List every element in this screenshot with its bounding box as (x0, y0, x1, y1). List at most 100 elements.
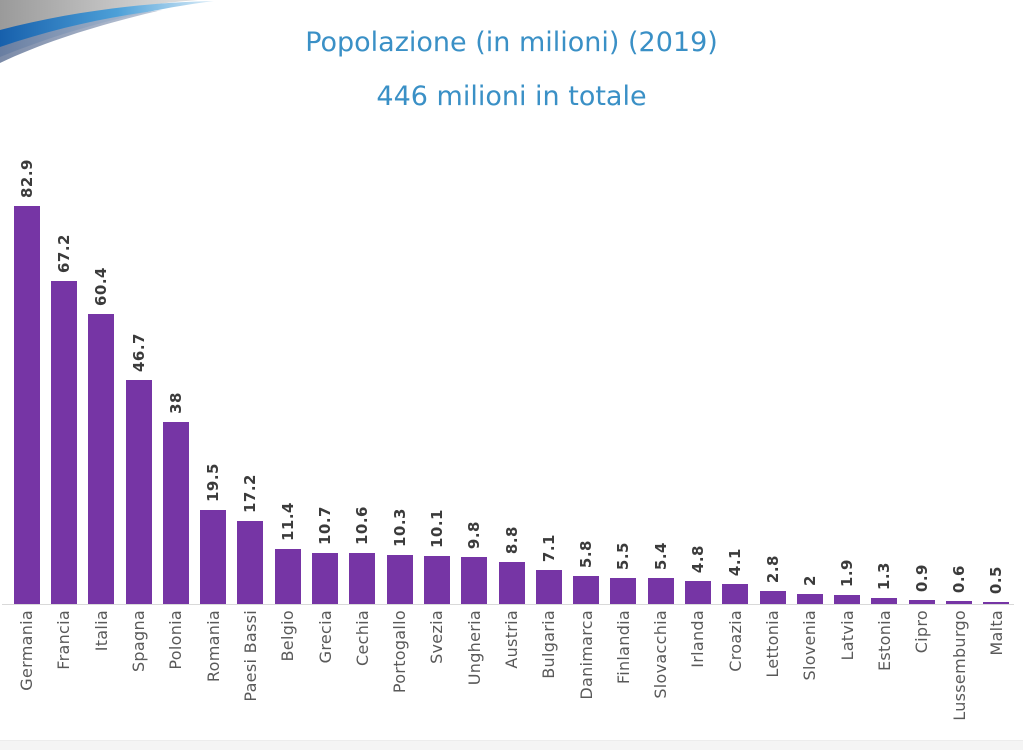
bar-spagna (125, 380, 152, 604)
value-label: 10.3 (390, 507, 409, 547)
category-label: Germania (17, 610, 37, 691)
category-label: Spagna (129, 610, 149, 673)
bar-slot: 38 (157, 150, 194, 604)
bar-germania (13, 206, 40, 604)
value-label: 67.2 (54, 233, 73, 273)
category-slot: Polonia (157, 610, 194, 738)
bar-grecia (312, 553, 339, 604)
value-label: 1.3 (875, 561, 894, 590)
bar-paesi-bassi (237, 521, 264, 604)
value-label: 46.7 (129, 332, 148, 372)
category-slot: Cipro (903, 610, 940, 738)
bar-slot: 4.8 (679, 150, 716, 604)
value-label-wrap: 10.7 (306, 506, 343, 545)
value-label-wrap: 60.4 (83, 267, 120, 306)
bar-slot: 17.2 (232, 150, 269, 604)
bar-slot: 5.8 (567, 150, 604, 604)
bar-slot: 82.9 (8, 150, 45, 604)
bar-francia (50, 281, 77, 604)
value-label-wrap: 0.6 (940, 565, 977, 593)
category-slot: Croazia (717, 610, 754, 738)
value-label-wrap: 38 (157, 392, 194, 414)
value-label: 9.8 (465, 520, 484, 549)
category-label: Bulgaria (539, 610, 559, 679)
category-label: Estonia (874, 610, 894, 671)
value-label-wrap: 5.4 (642, 542, 679, 570)
category-slot: Portogallo (381, 610, 418, 738)
bar-italia (88, 314, 115, 604)
bar-slot: 10.6 (344, 150, 381, 604)
value-label-wrap: 0.5 (978, 566, 1015, 594)
category-slot: Francia (45, 610, 82, 738)
value-label-wrap: 4.1 (717, 548, 754, 576)
bar-slovacchia (647, 578, 674, 604)
bar-finlandia (610, 578, 637, 604)
value-label-wrap: 2.8 (754, 555, 791, 583)
bar-slot: 10.1 (418, 150, 455, 604)
category-label: Slovenia (800, 610, 820, 681)
bar-slot: 5.4 (642, 150, 679, 604)
value-label: 4.1 (726, 547, 745, 576)
category-label: Cipro (912, 610, 932, 654)
plot-area: 82.9 67.2 60.4 46.7 38 19.5 17.2 11.4 10.7 10.6 10… (8, 150, 1015, 604)
category-label: Danimarca (576, 610, 596, 700)
bar-svezia (423, 556, 450, 604)
category-slot: Paesi Bassi (232, 610, 269, 738)
bar-slot: 7.1 (530, 150, 567, 604)
value-label: 7.1 (539, 533, 558, 562)
category-label: Paesi Bassi (240, 610, 260, 702)
category-label: Croazia (725, 610, 745, 672)
category-slot: Italia (83, 610, 120, 738)
value-label-wrap: 0.9 (903, 564, 940, 592)
bar-slot: 1.3 (866, 150, 903, 604)
bar-slot: 0.6 (940, 150, 977, 604)
bar-cechia (349, 553, 376, 604)
value-label: 10.1 (427, 508, 446, 548)
category-slot: Lettonia (754, 610, 791, 738)
chart-subtitle: 446 milioni in totale (376, 81, 647, 112)
value-label: 5.8 (577, 539, 596, 568)
category-slot: Finlandia (605, 610, 642, 738)
bar-portogallo (386, 555, 413, 604)
category-slot: Slovenia (791, 610, 828, 738)
value-label: 10.7 (316, 505, 335, 545)
value-label: 2.8 (763, 554, 782, 583)
category-label: Finlandia (613, 610, 633, 685)
category-label: Malta (986, 610, 1006, 656)
bar-estonia (871, 598, 898, 604)
category-label: Lettonia (763, 610, 783, 678)
value-label-wrap: 17.2 (232, 474, 269, 513)
value-label-wrap: 5.5 (605, 542, 642, 570)
bar-slovenia (796, 594, 823, 604)
value-label: 8.8 (502, 525, 521, 554)
category-label: Portogallo (390, 610, 410, 694)
category-label: Svezia (427, 610, 447, 664)
value-label: 1.9 (838, 558, 857, 587)
value-label-wrap: 1.9 (829, 559, 866, 587)
category-slot: Romania (194, 610, 231, 738)
category-label: Grecia (315, 610, 335, 664)
category-slot: Latvia (829, 610, 866, 738)
category-slot: Slovacchia (642, 610, 679, 738)
category-label: Lussemburgo (949, 610, 969, 721)
bar-ungheria (461, 557, 488, 604)
bar-austria (498, 562, 525, 604)
category-slot: Estonia (866, 610, 903, 738)
bar-slot: 4.1 (717, 150, 754, 604)
category-label: Italia (91, 610, 111, 652)
value-label-wrap: 9.8 (456, 521, 493, 549)
category-slot: Ungheria (456, 610, 493, 738)
bar-slot: 9.8 (456, 150, 493, 604)
value-label: 10.6 (353, 505, 372, 545)
bar-slot: 8.8 (493, 150, 530, 604)
category-slot: Austria (493, 610, 530, 738)
category-label: Francia (54, 610, 74, 670)
category-slot: Grecia (306, 610, 343, 738)
bar-malta (983, 602, 1010, 604)
category-slot: Bulgaria (530, 610, 567, 738)
category-label: Polonia (166, 610, 186, 670)
category-slot: Malta (978, 610, 1015, 738)
bar-slot: 0.9 (903, 150, 940, 604)
swoosh-gray-band (0, 0, 198, 44)
